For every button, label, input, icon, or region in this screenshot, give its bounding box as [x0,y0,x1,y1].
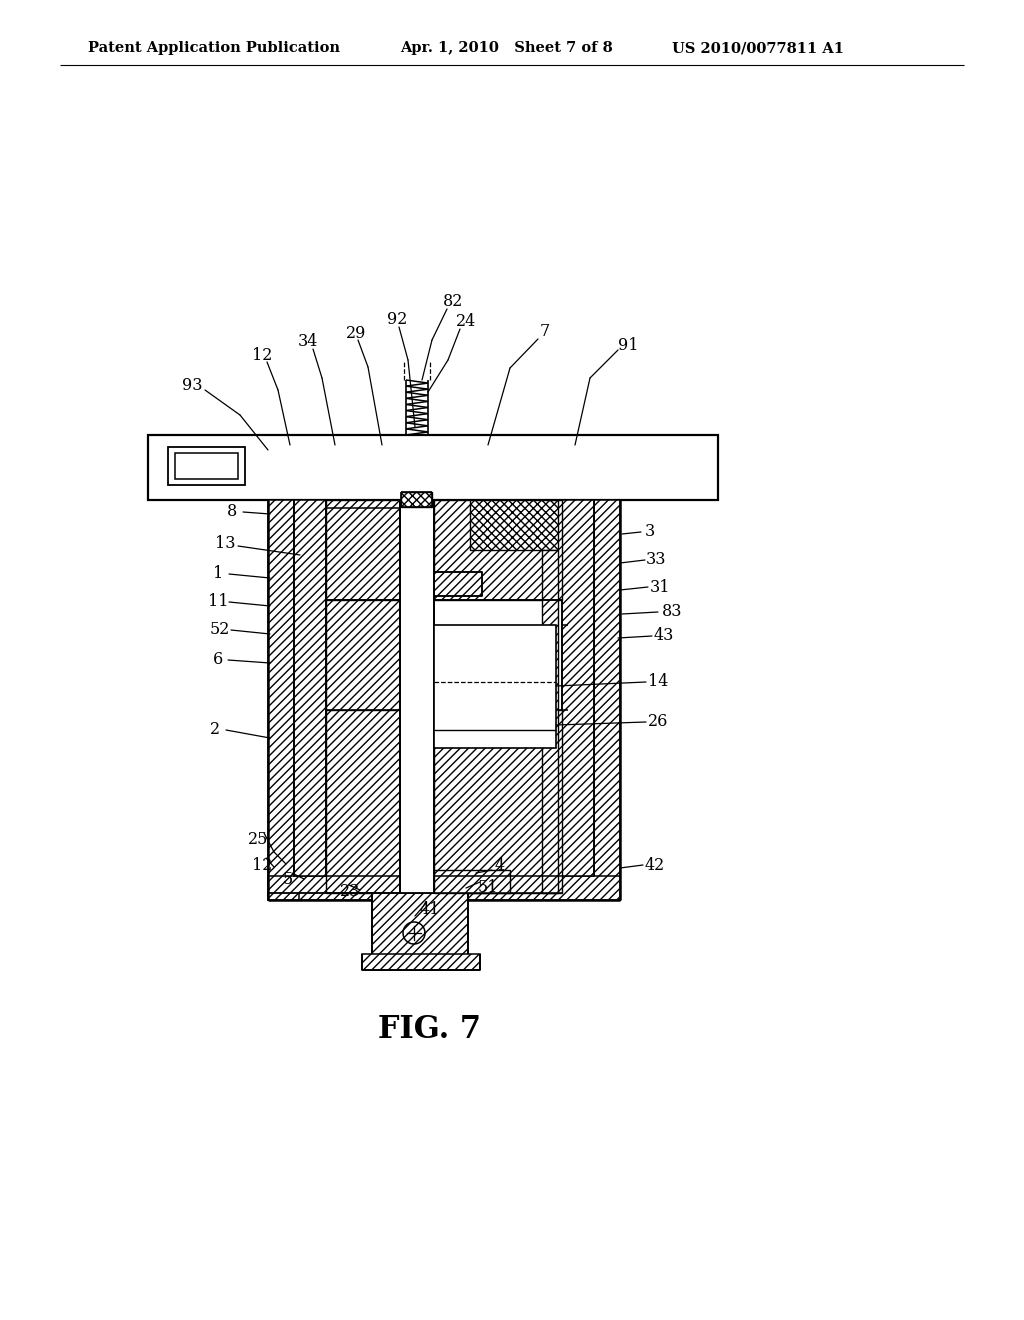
Text: 92: 92 [387,312,408,329]
Text: 6: 6 [213,652,223,668]
Text: Patent Application Publication: Patent Application Publication [88,41,340,55]
Text: 83: 83 [662,603,682,620]
Text: 42: 42 [645,857,666,874]
Text: 29: 29 [346,325,367,342]
Text: 2: 2 [210,722,220,738]
Bar [434,500,562,601]
Bar [372,894,468,970]
Text: 13: 13 [215,536,236,553]
Text: 52: 52 [210,622,230,639]
Text: 41: 41 [420,902,440,919]
Text: 7: 7 [540,323,550,341]
Bar [268,500,294,900]
Bar [268,876,620,900]
Text: 3: 3 [645,524,655,540]
Text: Apr. 1, 2010   Sheet 7 of 8: Apr. 1, 2010 Sheet 7 of 8 [400,41,612,55]
Bar [401,492,432,507]
Bar [594,500,620,900]
Text: FIG. 7: FIG. 7 [379,1015,481,1045]
Bar [434,624,556,748]
Bar [175,453,238,479]
Text: 25: 25 [248,832,268,849]
Bar [434,572,482,597]
Text: 43: 43 [653,627,674,644]
Text: 12: 12 [252,346,272,363]
Bar [326,500,400,601]
Bar [168,447,245,484]
Text: 8: 8 [227,503,238,520]
Text: 23: 23 [340,883,360,900]
Text: 1: 1 [213,565,223,582]
Bar [362,954,480,970]
Bar [434,870,510,894]
Bar [326,710,400,894]
Bar [326,601,400,710]
Text: 24: 24 [456,314,476,330]
Text: 26: 26 [648,714,669,730]
Text: 34: 34 [298,334,318,351]
Text: US 2010/0077811 A1: US 2010/0077811 A1 [672,41,844,55]
Text: 5: 5 [283,871,293,888]
Text: 82: 82 [442,293,463,310]
Text: 33: 33 [646,552,667,569]
Text: 93: 93 [181,376,203,393]
Bar [434,710,562,894]
Bar [562,500,594,876]
Bar [542,550,558,894]
Text: 91: 91 [617,337,638,354]
Text: 31: 31 [650,578,671,595]
Bar [470,500,558,550]
Text: 51: 51 [478,879,499,896]
Text: 4: 4 [495,857,505,874]
Bar [148,436,718,500]
Text: 12: 12 [252,857,272,874]
Bar [294,500,326,876]
Text: 14: 14 [648,673,669,690]
Text: 11: 11 [208,594,228,610]
Bar [400,500,434,894]
